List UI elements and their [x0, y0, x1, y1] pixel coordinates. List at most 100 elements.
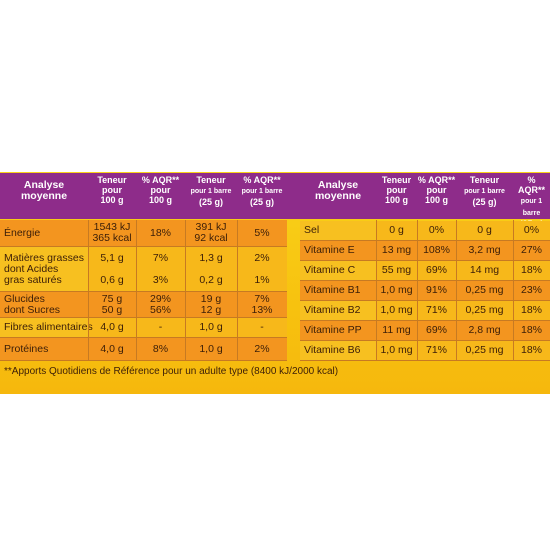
left_table-cell-aqr100: 8% [152, 342, 169, 355]
right_table-cell-name: Vitamine B2 [304, 304, 361, 316]
right_table-name-bg [300, 261, 376, 280]
left_table-cell-v100: 5,1 g 0,6 g [100, 251, 124, 286]
right_table-col-line [513, 220, 514, 360]
left_table-row-line [0, 360, 287, 361]
left_table-cell-aqr100: - [158, 321, 163, 333]
right_table-cell-name: Vitamine PP [304, 324, 362, 336]
right_table-cell-aqrbar: 18% [520, 344, 542, 356]
left_table-row-bg [88, 247, 287, 291]
right_table-row-line [300, 360, 550, 361]
right_table-cell-aqr100: 71% [425, 344, 447, 356]
right_table-col-line [376, 220, 377, 360]
right_table-row-line [300, 280, 550, 281]
right_table-header-0: Analyse moyenne [314, 179, 362, 202]
right_table-row-bg [376, 341, 550, 360]
right_table-row-line [300, 260, 550, 261]
left_table-col-line [237, 220, 238, 360]
left_table-row-line [0, 291, 287, 292]
right_table-name-bg [300, 321, 376, 340]
left_table-cell-vbar: 1,0 g [199, 342, 223, 355]
left_table-col-line [88, 220, 89, 360]
left_table-cell-v100: 1543 kJ 365 kcal [92, 221, 132, 244]
left_table-header-1: Teneur pour 100 g [97, 175, 127, 205]
left_table-cell-v100: 4,0 g [100, 342, 124, 355]
left_table-cell-name: Protéines [4, 342, 49, 355]
left_table-cell-name: Matières grasses dont Acides gras saturés [4, 251, 84, 286]
right_table-row-bg [376, 221, 550, 240]
left_table-cell-vbar: 391 kJ 92 kcal [194, 221, 228, 244]
right_table-cell-vbar: 3,2 mg [468, 244, 501, 256]
left_table-cell-name: Glucides dont Sucres [4, 293, 61, 316]
right_table-cell-v100: 0 g [389, 224, 404, 236]
right_table-cell-name: Vitamine E [304, 244, 355, 256]
left_table-header-2: % AQR** pour 100 g [141, 175, 180, 205]
right_table-header-1: Teneur pour 100 g [381, 175, 412, 205]
right_table-row-bg [376, 241, 550, 260]
right_table-row-bg [376, 281, 550, 300]
right_table-cell-vbar: 14 mg [469, 264, 500, 276]
right_table-cell-v100: 13 mg [381, 244, 412, 256]
left_table-cell-aqr100: 7% 3% [152, 251, 169, 286]
right_table-row-line [300, 320, 550, 321]
right_table-cell-aqrbar: 27% [520, 244, 542, 256]
left_table-name-bg [0, 318, 88, 337]
footnote: **Apports Quotidiens de Référence pour u… [4, 366, 339, 377]
right_table-cell-aqr100: 0% [428, 224, 445, 236]
right_table-cell-vbar: 0,25 mg [465, 284, 504, 296]
left_table-cell-name: Énergie [4, 226, 41, 239]
right_table-cell-aqrbar: 18% [520, 324, 542, 336]
right_table-cell-aqr100: 108% [423, 244, 450, 256]
left_table-name-bg [0, 220, 88, 246]
right_table-cell-aqr100: 69% [425, 324, 447, 336]
right_table-cell-v100: 11 mg [382, 324, 411, 336]
right_table-row-line [300, 300, 550, 301]
right_table-cell-vbar: 0 g [477, 224, 492, 236]
left_table-cell-aqrbar: - [260, 321, 264, 333]
right_table-cell-v100: 1,0 mg [380, 344, 413, 356]
right_table-row-line [300, 240, 550, 241]
right_table-col-line [456, 220, 457, 360]
right_table-header-3: Teneur pour 1 barre (25 g) [464, 175, 505, 207]
left_table-name-bg [0, 292, 88, 317]
left_table-row-bg [88, 292, 287, 317]
right_table-cell-name: Vitamine C [304, 264, 356, 276]
left_table-row-bg [88, 220, 287, 246]
left_table-header-3: Teneur pour 1 barre (25 g) [190, 175, 232, 207]
right_table-name-bg [300, 221, 376, 240]
left_table-cell-aqr100: 18% [149, 226, 171, 239]
right_table-cell-aqrbar: 18% [520, 304, 542, 316]
left_table-cell-v100: 4,0 g [100, 321, 124, 333]
right_table-name-bg [300, 281, 376, 300]
left_table-header-0: Analyse moyenne [20, 179, 68, 202]
right_table-cell-name: Sel [304, 224, 320, 236]
right_table-header-2: % AQR** pour 100 g [417, 175, 456, 205]
right_table-cell-aqr100: 91% [425, 284, 447, 296]
left_table-cell-vbar: 1,0 g [199, 321, 223, 333]
right_table-cell-vbar: 0,25 mg [465, 344, 504, 356]
left_table-name-bg [0, 247, 88, 291]
left_table-cell-aqrbar: 2% [254, 342, 270, 355]
right_table-cell-v100: 1,0 mg [380, 284, 413, 296]
right_table-cell-aqr100: 71% [425, 304, 447, 316]
left_table-cell-aqrbar: 7% 13% [251, 293, 273, 316]
left_table-cell-aqrbar: 2% 1% [254, 251, 270, 286]
left_table-cell-name: Fibres alimentaires [4, 321, 93, 333]
left_table-cell-vbar: 19 g 12 g [200, 293, 222, 316]
left_table-cell-v100: 75 g 50 g [101, 293, 123, 316]
right_table-cell-v100: 55 mg [381, 264, 412, 276]
right_table-cell-vbar: 2,8 mg [468, 324, 501, 336]
right_table-cell-vbar: 0,25 mg [465, 304, 504, 316]
left_table-header-4: % AQR** pour 1 barre (25 g) [241, 175, 283, 207]
right_table-cell-name: Vitamine B6 [304, 344, 361, 356]
right_table-row-bg [376, 301, 550, 320]
left_table-name-bg [0, 338, 88, 360]
left_table-row-line [0, 317, 287, 318]
header-band [0, 173, 550, 219]
right_table-col-line [417, 220, 418, 360]
left_table-col-line [136, 220, 137, 360]
right_table-cell-name: Vitamine B1 [304, 284, 361, 296]
left_table-col-line [185, 220, 186, 360]
right_table-cell-aqr100: 69% [425, 264, 447, 276]
right_table-name-bg [300, 301, 376, 320]
left_table-row-line [0, 246, 287, 247]
